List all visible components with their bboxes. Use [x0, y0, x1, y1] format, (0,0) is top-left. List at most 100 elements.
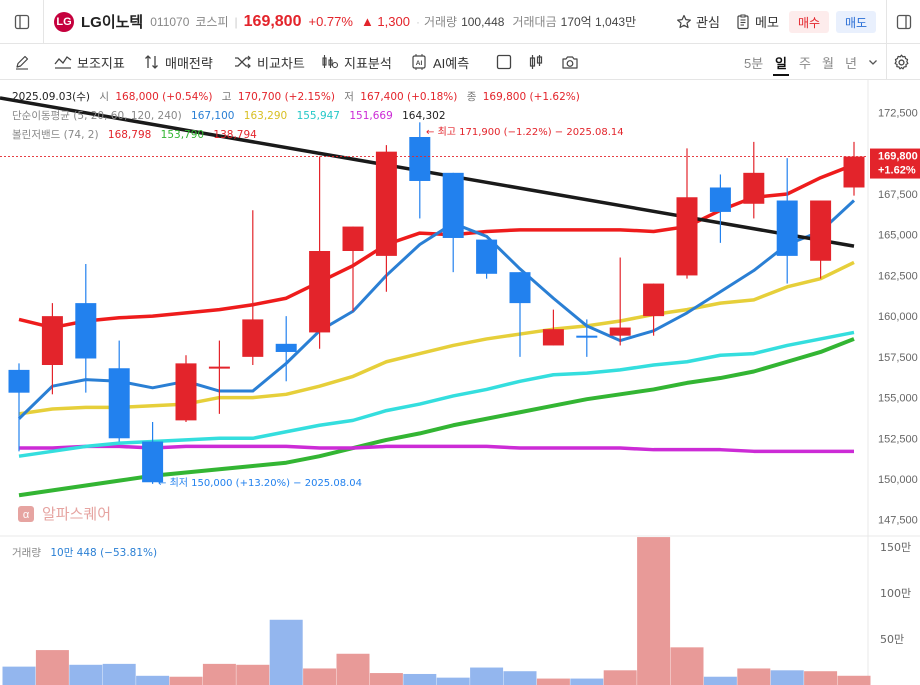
settings-button[interactable]: [886, 44, 920, 80]
panel-toggle-icon: [896, 14, 911, 30]
volume-bar: [804, 671, 838, 685]
price-chart[interactable]: α 알파스퀘어 172,500170,000167,500165,000162,…: [0, 80, 920, 685]
ma-legend: 단순이동평균 (5, 20, 60, 120, 240) 167,100 163…: [12, 110, 446, 122]
turnover-label: 거래대금: [512, 15, 557, 29]
price-tick-label: 167,500: [878, 189, 918, 201]
sidebar-toggle-icon: [14, 14, 29, 29]
sell-button[interactable]: 매도: [836, 11, 876, 33]
candle-body: [208, 366, 230, 369]
price-tick-label: 160,000: [878, 311, 918, 323]
candle-body: [108, 368, 130, 439]
memo-icon: [737, 14, 749, 29]
volume-bar: [336, 653, 370, 685]
current-price-tag-value: 169,800: [878, 151, 918, 163]
volume-bar: [169, 676, 203, 685]
ma120-line: [18, 330, 855, 458]
camera-icon: [562, 56, 578, 69]
volume-bar: [436, 677, 470, 685]
candle-body: [142, 441, 164, 483]
svg-text:2025.09.03(수) 시 16: 2025.09.03(수) 시 168,000 (+0.54%) 고 170,7…: [12, 91, 580, 103]
candle-body: [776, 200, 798, 256]
period-month-tab[interactable]: 월: [822, 55, 834, 71]
panel-toggle-button[interactable]: [886, 0, 920, 44]
sidebar-toggle-button[interactable]: [0, 0, 44, 44]
candle-body: [476, 239, 498, 274]
turnover-value: 170억 1,043만: [560, 15, 637, 29]
period-year-tab[interactable]: 년: [845, 55, 857, 71]
volume-bar: [637, 537, 671, 685]
screenshot-button[interactable]: [561, 44, 584, 80]
change-amount: ▲ 1,300: [360, 14, 410, 29]
volume-bar: [2, 666, 36, 685]
period-week-tab[interactable]: 주: [799, 55, 811, 71]
memo-button[interactable]: 메모: [735, 12, 779, 31]
compare-button[interactable]: 비교차트: [234, 44, 305, 80]
period-5min-tab[interactable]: 5분: [744, 55, 764, 71]
current-price: 169,800: [243, 12, 302, 30]
pencil-icon: [16, 55, 29, 70]
period-dropdown-button[interactable]: [868, 44, 883, 80]
price-tick-label: 152,500: [878, 433, 918, 445]
legend-date: 2025.09.03(수): [12, 91, 90, 103]
watch-label: 관심: [696, 15, 720, 30]
shuffle-icon: [235, 55, 251, 69]
buy-button[interactable]: 매수: [789, 11, 829, 33]
candle-body: [609, 327, 631, 336]
indicators-label: 보조지표: [77, 55, 125, 71]
ai-forecast-label: AI예측: [433, 55, 470, 71]
volume-bar: [403, 673, 437, 685]
candle-body: [576, 335, 598, 338]
layout-button[interactable]: [496, 44, 517, 80]
volume-label: 거래량: [423, 15, 458, 29]
candle-type-button[interactable]: [528, 44, 549, 80]
volume-bar: [236, 664, 270, 685]
price-tick-label: 155,000: [878, 393, 918, 405]
change-rate: +0.77%: [308, 14, 353, 29]
watermark: α 알파스퀘어: [18, 505, 111, 523]
price-tick-label: 150,000: [878, 474, 918, 486]
volume-bar: [703, 676, 737, 685]
svg-text:α: α: [23, 509, 30, 521]
indicators-button[interactable]: 보조지표: [54, 44, 125, 80]
volume-bar: [69, 664, 103, 685]
period-day-tab[interactable]: 일: [773, 44, 789, 80]
candle-body: [542, 329, 564, 346]
current-price-tag-change: +1.62%: [878, 165, 916, 177]
candle-body: [75, 303, 97, 359]
separator: |: [234, 14, 238, 29]
draw-tool-button[interactable]: [14, 44, 35, 80]
ma60-line: [18, 260, 855, 416]
strategy-button[interactable]: 매매전략: [144, 44, 213, 80]
watermark-text: 알파스퀘어: [42, 505, 111, 523]
stock-code: 011070: [150, 14, 190, 29]
ai-forecast-button[interactable]: AI AI예측: [410, 44, 469, 80]
chart-toolbar: 보조지표 매매전략 비교차트 지표분석 AI AI예측 5분 일 주 월 년: [0, 44, 920, 80]
volume-axis-ticks: 150만 100만 50만: [880, 541, 911, 646]
stock-header: LG LG이노텍 011070 코스피 | 169,800 +0.77% ▲ 1…: [0, 0, 920, 44]
stock-name: LG이노텍: [81, 14, 144, 31]
company-logo: LG: [54, 11, 74, 32]
volume-bar: [536, 678, 570, 685]
square-icon: [496, 54, 512, 70]
volume-bar: [136, 675, 170, 685]
candle-body: [743, 172, 765, 204]
candle-analysis-icon: [322, 55, 339, 69]
candles: [8, 122, 865, 484]
ohlc-legend: 2025.09.03(수) 시 168,000 (+0.54%) 고 170,7…: [12, 91, 580, 559]
volume-bar: [770, 670, 804, 685]
volume-value: 100,448: [461, 14, 505, 29]
volume-bar: [202, 663, 236, 685]
watch-button[interactable]: 관심: [676, 12, 720, 31]
volume-bar: [570, 678, 604, 685]
candle-body: [375, 151, 397, 256]
volume-bar: [737, 668, 771, 685]
analysis-button[interactable]: 지표분석: [321, 44, 392, 80]
candle-body: [676, 197, 698, 276]
indicator-icon: [54, 56, 72, 69]
market-name: 코스피: [195, 15, 229, 29]
candle-body: [810, 200, 832, 261]
strategy-label: 매매전략: [165, 55, 213, 71]
candle-body: [409, 137, 431, 181]
star-icon: [677, 14, 691, 28]
candle-body: [709, 187, 731, 212]
